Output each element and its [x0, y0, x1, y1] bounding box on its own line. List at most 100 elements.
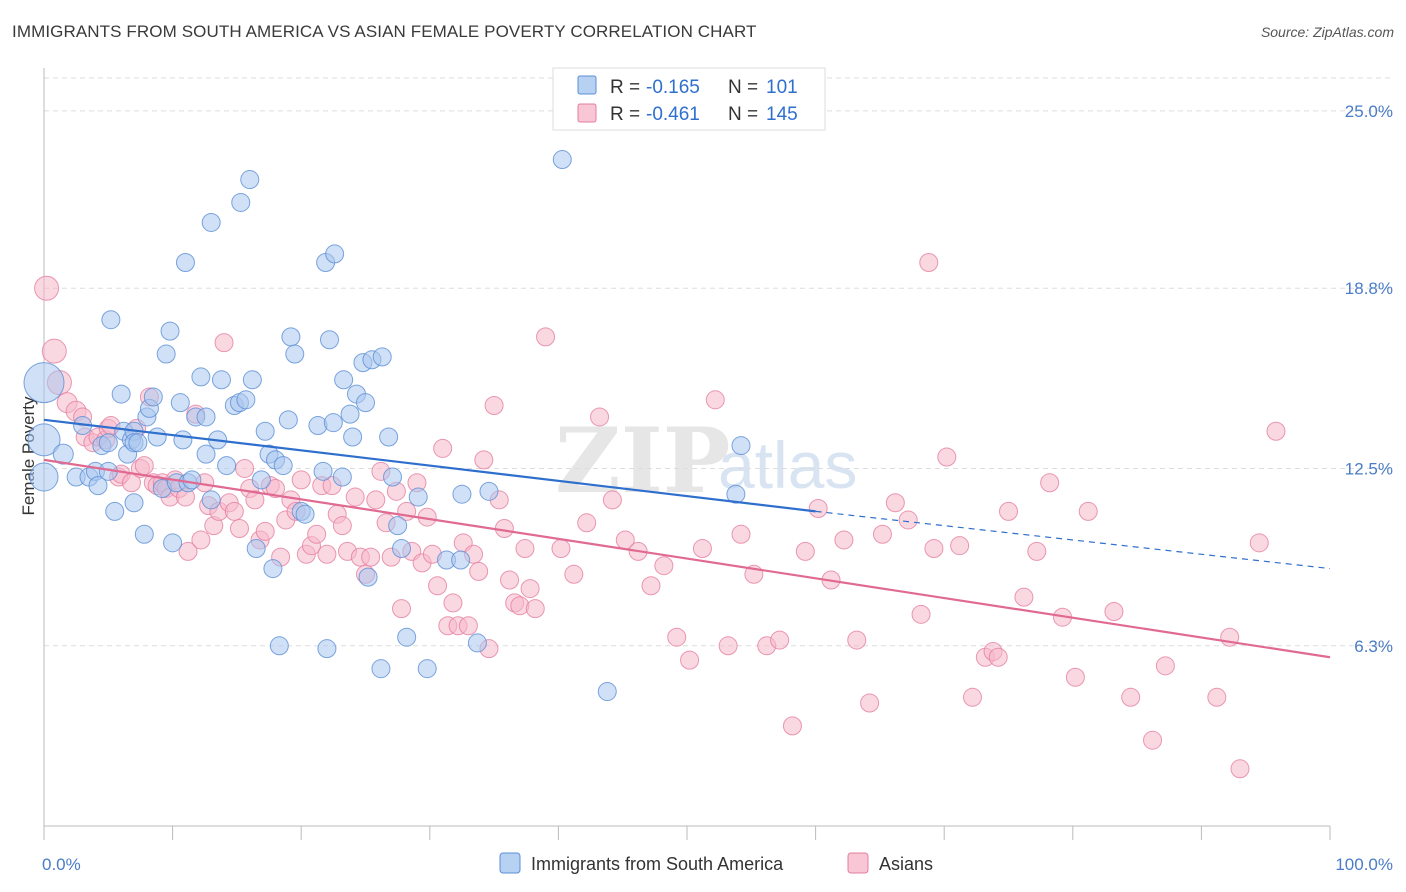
asians-point — [911, 604, 931, 624]
legend-r-label-2: R = — [610, 104, 640, 125]
asians-point — [1040, 473, 1060, 493]
asians-point — [872, 524, 892, 544]
south-america-point — [358, 567, 378, 587]
asians-point — [1065, 667, 1085, 687]
asians-point — [345, 487, 365, 507]
south-america-point — [273, 456, 293, 476]
asians-point — [564, 564, 584, 584]
asians-point — [1143, 730, 1163, 750]
asians-point — [134, 456, 154, 476]
south-america-point — [408, 487, 428, 507]
south-america-point — [156, 344, 176, 364]
asians-point — [1155, 656, 1175, 676]
trend-lines — [43, 418, 1331, 659]
asians-point — [590, 407, 610, 427]
south-america-point — [269, 636, 289, 656]
south-america-point — [278, 410, 298, 430]
watermark-zip: ZIP — [555, 408, 730, 514]
asians-point — [1078, 501, 1098, 521]
chart-source: Source: ZipAtlas.com — [1260, 24, 1394, 40]
south-america-point — [231, 192, 251, 212]
asians-point — [525, 599, 545, 619]
south-america-point — [242, 370, 262, 390]
asians-point — [654, 556, 674, 576]
south-america-point — [128, 433, 148, 453]
south-america-point — [371, 659, 391, 679]
south-america-point — [392, 539, 412, 559]
asians-point — [885, 493, 905, 513]
south-america-point — [111, 384, 131, 404]
legend-r-label-1: R = — [610, 77, 640, 98]
asians-point — [265, 478, 285, 498]
south-america-point — [201, 490, 221, 510]
asians-point — [988, 647, 1008, 667]
asians-point — [515, 539, 535, 559]
south-america-point — [372, 347, 392, 367]
x-tick-label-end: 100.0% — [1335, 855, 1393, 874]
y-tick-label: 12.5% — [1345, 459, 1393, 478]
asians-point — [782, 716, 802, 736]
legend-r-value-1: -0.165 — [646, 77, 700, 98]
asians-point — [536, 327, 556, 347]
asians-point — [392, 599, 412, 619]
asians-point — [731, 524, 751, 544]
asians-point — [924, 539, 944, 559]
south-america-point — [88, 476, 108, 496]
south-america-point — [281, 327, 301, 347]
legend-n-label-1: N = — [728, 77, 758, 98]
asians-point — [898, 510, 918, 530]
x-tick-label-start: 0.0% — [42, 855, 81, 874]
bottom-legend-label-south-america: Immigrants from South America — [531, 854, 784, 874]
south-america-point — [397, 627, 417, 647]
asians-point — [235, 458, 255, 478]
legend-n-label-2: N = — [728, 104, 758, 125]
asians-point — [1207, 687, 1227, 707]
south-america-point — [388, 516, 408, 536]
asians-point — [667, 627, 687, 647]
south-america-point — [308, 416, 328, 436]
south-america-point — [255, 421, 275, 441]
asians-point — [428, 576, 448, 596]
legend-swatch-blue — [577, 75, 597, 95]
asians-point — [41, 338, 67, 364]
x-axis-ticks — [43, 826, 1331, 840]
south-america-point — [105, 501, 125, 521]
asians-point — [474, 450, 494, 470]
south-america-point — [295, 504, 315, 524]
south-america-point — [285, 344, 305, 364]
asians-point — [520, 579, 540, 599]
south-america-point — [383, 467, 403, 487]
asians-point — [1249, 533, 1269, 553]
asians-point — [361, 547, 381, 567]
south-america-point — [170, 393, 190, 413]
south-america-point — [379, 427, 399, 447]
trend-line-asians — [43, 458, 1331, 659]
south-america-point — [323, 413, 343, 433]
asians-point — [255, 521, 275, 541]
south-america-point — [236, 390, 256, 410]
series-legend: Immigrants from South America Asians — [499, 852, 933, 874]
south-america-point — [143, 387, 163, 407]
south-america-point — [160, 321, 180, 341]
south-america-point — [356, 393, 375, 413]
south-america-point — [340, 404, 360, 424]
south-america-point — [217, 456, 237, 476]
south-america-point — [597, 682, 617, 702]
south-america-point — [196, 444, 216, 464]
asians-point — [510, 596, 530, 616]
asians-point — [224, 501, 244, 521]
y-tick-label: 6.3% — [1354, 637, 1393, 656]
south-america-point — [726, 484, 746, 504]
legend-n-value-2: 145 — [766, 104, 798, 125]
asians-point — [178, 541, 198, 561]
south-america-point — [134, 524, 154, 544]
asians-point — [1266, 421, 1286, 441]
asians-point — [332, 516, 352, 536]
asians-point — [602, 490, 622, 510]
y-tick-label: 25.0% — [1345, 102, 1393, 121]
trend-line-south-america — [43, 418, 816, 513]
chart-title: IMMIGRANTS FROM SOUTH AMERICA VS ASIAN F… — [12, 22, 757, 41]
asians-point — [500, 570, 520, 590]
asians-point — [443, 593, 463, 613]
asians-point — [366, 490, 386, 510]
